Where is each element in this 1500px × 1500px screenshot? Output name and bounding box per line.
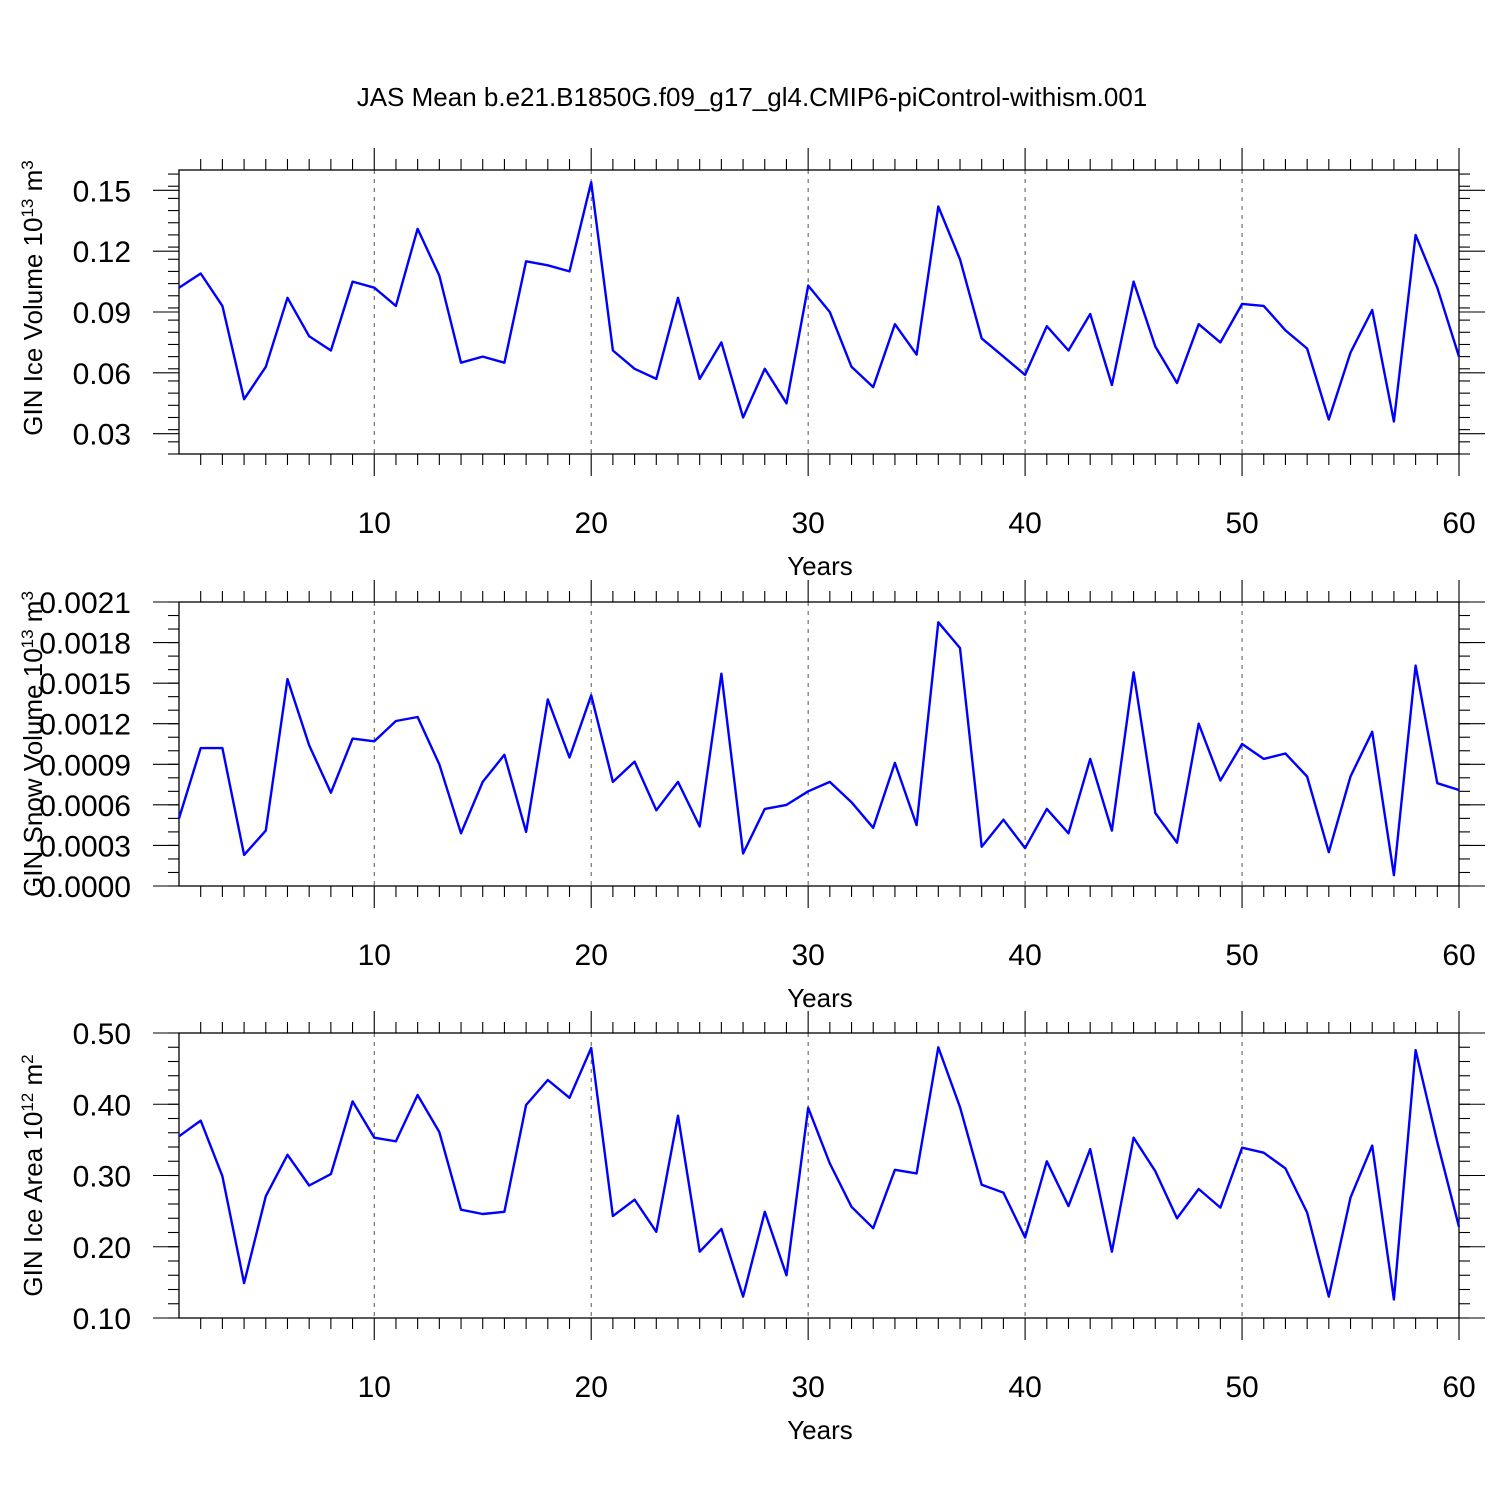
y-tick-label: 0.0006 — [39, 790, 131, 823]
x-tick-label: 10 — [358, 507, 391, 540]
x-tick-label: 40 — [1008, 507, 1041, 540]
x-tick-label: 10 — [358, 939, 391, 972]
y-tick-label: 0.0000 — [39, 871, 131, 904]
x-axis-label: Years — [787, 551, 853, 581]
x-tick-label: 30 — [791, 939, 824, 972]
x-tick-label: 30 — [791, 1371, 824, 1404]
x-gridlines — [373, 170, 1243, 454]
x-axis-label: Years — [787, 1415, 853, 1445]
plot-frame — [178, 601, 1460, 887]
y-tick-label: 0.10 — [73, 1303, 131, 1336]
y-tick-labels: 0.10 0.20 0.30 0.40 0.50 — [73, 1018, 131, 1336]
y-tick-label: 0.0018 — [39, 628, 131, 661]
x-tick-label: 40 — [1008, 939, 1041, 972]
y-tick-label: 0.12 — [73, 236, 131, 269]
x-tick-label: 10 — [358, 1371, 391, 1404]
y-tick-label: 0.09 — [73, 297, 131, 330]
y-tick-labels: 0.0000 0.0003 0.0006 0.0009 0.0012 0.0015 0.00… — [39, 587, 131, 904]
x-tick-label: 20 — [575, 507, 608, 540]
series-line — [177, 621, 1460, 877]
x-gridlines — [373, 602, 1243, 886]
y-tick-label: 0.20 — [73, 1232, 131, 1265]
x-tick-label: 60 — [1442, 1371, 1475, 1404]
x-tick-label: 50 — [1225, 1371, 1258, 1404]
panel-ice-area: 10 20 30 40 50 60 0.100.200.300.400.50 Years … — [18, 1011, 1485, 1445]
x-tick-label: 30 — [791, 507, 824, 540]
panel-ice-volume: 10 20 30 40 50 60 0.030.060.090.120.15 Years … — [18, 148, 1485, 581]
figure-title: JAS Mean b.e21.B1850G.f09_g17_gl4.CMIP6-… — [357, 82, 1148, 112]
y-tick-label: 0.0012 — [39, 709, 131, 742]
x-tick-labels: 10 20 30 40 50 60 — [358, 1371, 1476, 1404]
axis-ticks — [153, 148, 1485, 476]
x-tick-label: 40 — [1008, 1371, 1041, 1404]
y-axis-label: GIN Ice Volume 1013 m3 — [18, 160, 49, 436]
series-line — [178, 180, 1461, 423]
x-tick-label: 50 — [1225, 939, 1258, 972]
y-tick-label: 0.03 — [73, 419, 131, 452]
y-axis-label: GIN Snow Volume 1013 m3 — [18, 591, 49, 897]
x-tick-label: 20 — [575, 939, 608, 972]
x-tick-label: 50 — [1225, 507, 1258, 540]
y-axis-label: GIN Ice Area 1012 m2 — [18, 1054, 49, 1296]
panel-snow-volume: 10 20 30 40 50 60 0.00000.00030.00060.00090.0… — [18, 580, 1485, 1013]
y-tick-label: 0.0009 — [39, 749, 131, 782]
y-tick-label: 0.06 — [73, 358, 131, 391]
y-tick-label: 0.50 — [73, 1018, 131, 1051]
plot-frame — [178, 169, 1460, 455]
axis-ticks — [153, 1011, 1485, 1340]
y-tick-label: 0.0021 — [39, 587, 131, 620]
y-tick-label: 0.30 — [73, 1161, 131, 1194]
plot-frame — [178, 1032, 1460, 1319]
x-tick-labels: 10 20 30 40 50 60 — [358, 939, 1476, 972]
axis-ticks — [153, 580, 1485, 908]
y-tick-label: 0.0003 — [39, 830, 131, 863]
y-tick-labels: 0.03 0.06 0.09 0.12 0.15 — [73, 175, 131, 451]
y-tick-label: 0.40 — [73, 1089, 131, 1122]
y-tick-label: 0.15 — [73, 175, 131, 208]
x-tick-label: 60 — [1442, 939, 1475, 972]
x-tick-label: 60 — [1442, 507, 1475, 540]
x-tick-label: 20 — [575, 1371, 608, 1404]
x-axis-label: Years — [787, 983, 853, 1013]
series-line — [178, 1046, 1461, 1301]
y-tick-label: 0.0015 — [39, 668, 131, 701]
x-gridlines — [373, 1033, 1243, 1318]
x-tick-labels: 10 20 30 40 50 60 — [358, 507, 1476, 540]
